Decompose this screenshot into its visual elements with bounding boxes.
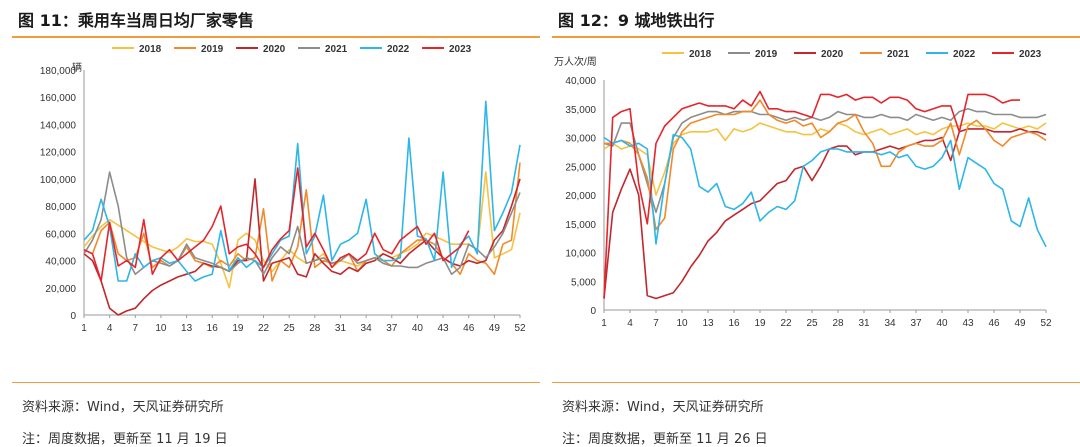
x-tick-label: 37 <box>910 318 922 329</box>
legend-label-2018: 2018 <box>689 49 712 60</box>
x-tick-label: 49 <box>489 323 501 334</box>
legend-label-2020: 2020 <box>821 49 844 60</box>
x-tick-label: 31 <box>858 318 870 329</box>
x-tick-label: 1 <box>81 323 87 334</box>
legend-label-2018: 2018 <box>139 44 162 55</box>
footer-divider <box>12 382 540 383</box>
line-chart-retail-sales: 0 20,000 40,000 60,000 80,000 100,000 120,000 1… <box>40 44 526 334</box>
legend-label-2019: 2019 <box>755 49 778 60</box>
y-tick-label: 15,000 <box>565 220 596 231</box>
x-tick-label: 7 <box>653 318 659 329</box>
series-line-2023 <box>603 90 1020 299</box>
x-tick-label: 34 <box>361 323 373 334</box>
x-tick-label: 19 <box>754 318 766 329</box>
y-tick-label: 20,000 <box>565 191 596 202</box>
source-note: 资料来源：Wind，天风证券研究所 <box>562 400 764 415</box>
x-tick-label: 10 <box>155 323 167 334</box>
x-tick-label: 22 <box>780 318 792 329</box>
series-line-2019 <box>603 108 1047 214</box>
footnote: 注：周度数据，更新至 11 月 26 日 <box>562 432 768 447</box>
x-tick-label: 13 <box>702 318 714 329</box>
y-tick-label: 25,000 <box>565 162 596 173</box>
footer-divider <box>552 382 1080 383</box>
x-tick-label: 46 <box>463 323 475 334</box>
y-tick-label: 0 <box>590 306 596 317</box>
legend-label-2021: 2021 <box>325 44 348 55</box>
y-tick-label: 5,000 <box>571 277 596 288</box>
y-tick-label: 180,000 <box>40 66 77 77</box>
y-tick-label: 10,000 <box>565 249 596 260</box>
y-tick-label: 0 <box>70 311 76 322</box>
title-divider <box>12 36 540 38</box>
x-tick-label: 43 <box>962 318 974 329</box>
y-tick-label: 120,000 <box>40 148 77 159</box>
series-line-2023 <box>83 167 470 282</box>
figure-title: 图 11：乘用车当周日均厂家零售 <box>18 11 254 30</box>
line-chart-subway-ridership: 0 5,000 10,000 15,000 20,000 25,000 30,000 35,0… <box>554 49 1052 329</box>
source-note: 资料来源：Wind，天风证券研究所 <box>22 400 224 415</box>
x-tick-label: 22 <box>258 323 270 334</box>
x-tick-label: 28 <box>832 318 844 329</box>
legend-label-2021: 2021 <box>887 49 910 60</box>
x-tick-label: 52 <box>1040 318 1052 329</box>
y-axis-unit-label: 万人次/周 <box>554 55 597 68</box>
x-tick-label: 4 <box>107 323 113 334</box>
x-tick-label: 46 <box>988 318 1000 329</box>
series-line-2020 <box>603 128 1047 300</box>
x-tick-label: 40 <box>936 318 948 329</box>
series-line-2018 <box>83 171 521 289</box>
y-tick-label: 160,000 <box>40 93 77 104</box>
x-tick-label: 31 <box>335 323 347 334</box>
x-tick-label: 28 <box>309 323 321 334</box>
series-line-2021 <box>83 171 521 275</box>
y-tick-label: 40,000 <box>565 76 596 87</box>
legend-label-2023: 2023 <box>449 44 472 55</box>
x-tick-label: 40 <box>412 323 424 334</box>
x-tick-label: 34 <box>884 318 896 329</box>
y-tick-label: 30,000 <box>565 134 596 145</box>
x-tick-label: 52 <box>514 323 526 334</box>
x-tick-label: 37 <box>386 323 398 334</box>
x-tick-label: 25 <box>284 323 296 334</box>
series-line-2020 <box>83 178 521 316</box>
y-tick-label: 35,000 <box>565 105 596 116</box>
y-tick-label: 140,000 <box>40 120 77 131</box>
y-tick-label: 80,000 <box>45 202 76 213</box>
x-tick-label: 43 <box>437 323 449 334</box>
series-line-2022 <box>603 133 1047 248</box>
footnote: 注：周度数据，更新至 11 月 19 日 <box>22 432 228 447</box>
y-axis-unit-label: 辆 <box>72 61 82 74</box>
series-line-2022 <box>83 100 521 282</box>
y-tick-label: 40,000 <box>45 257 76 268</box>
legend-label-2023: 2023 <box>1019 49 1042 60</box>
x-tick-label: 10 <box>676 318 688 329</box>
title-divider <box>552 36 1080 38</box>
x-tick-label: 16 <box>207 323 219 334</box>
x-tick-label: 19 <box>232 323 244 334</box>
figure-title: 图 12：9 城地铁出行 <box>558 11 715 30</box>
x-tick-label: 13 <box>181 323 193 334</box>
series-line-2021 <box>604 99 1047 231</box>
x-tick-label: 4 <box>627 318 633 329</box>
y-tick-label: 20,000 <box>45 284 76 295</box>
figure-panel-left: 图 11：乘用车当周日均厂家零售 0 20,000 40,000 60,000 80,0… <box>12 0 540 447</box>
legend-label-2022: 2022 <box>953 49 976 60</box>
legend-label-2019: 2019 <box>201 44 224 55</box>
legend-label-2022: 2022 <box>387 44 410 55</box>
legend-label-2020: 2020 <box>263 44 286 55</box>
x-tick-label: 16 <box>728 318 740 329</box>
x-tick-label: 49 <box>1014 318 1026 329</box>
figure-panel-right: 图 12：9 城地铁出行 0 5,000 10,000 15,000 20,000 25,… <box>552 0 1080 447</box>
y-tick-label: 100,000 <box>40 175 77 186</box>
x-tick-label: 1 <box>601 318 607 329</box>
y-tick-label: 60,000 <box>45 229 76 240</box>
x-tick-label: 25 <box>806 318 818 329</box>
x-tick-label: 7 <box>133 323 139 334</box>
